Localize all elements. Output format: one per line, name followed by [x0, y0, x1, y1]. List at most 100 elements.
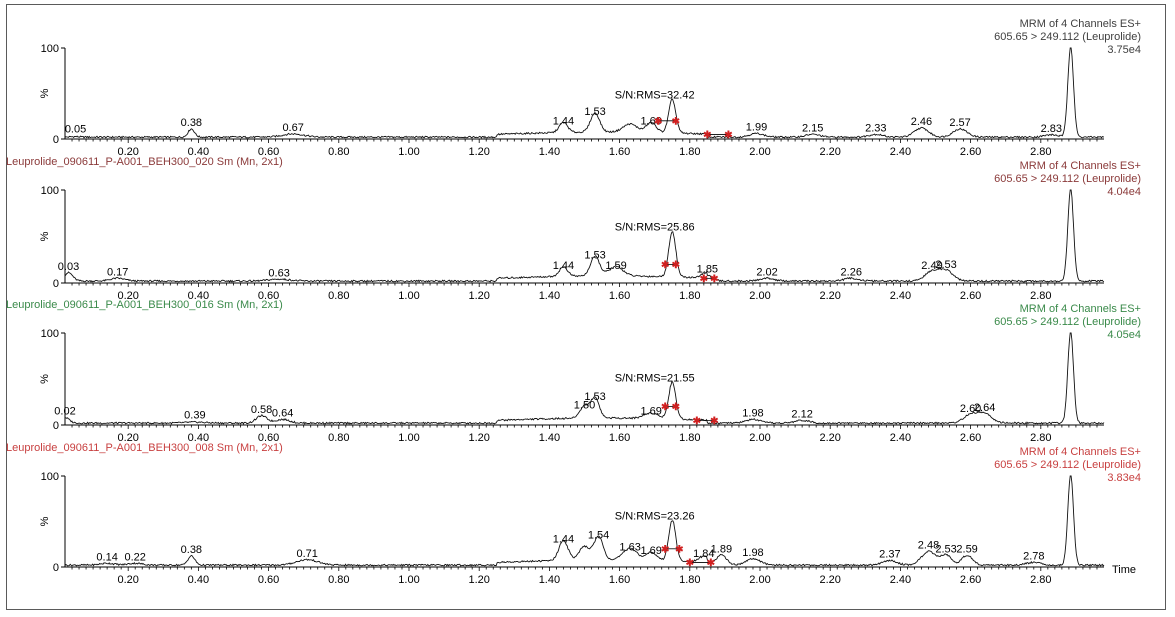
x-tick-label: 1.00 [398, 574, 419, 586]
x-tick-label: 1.60 [609, 432, 630, 444]
peak-label: 2.83 [1041, 123, 1062, 135]
y-tick-label: 100 [41, 43, 59, 55]
peak-label: 0.22 [124, 551, 145, 563]
peak-label: 0.02 [54, 406, 75, 418]
title-line-2: 605.65 > 249.112 (Leuprolide) [994, 31, 1141, 43]
x-tick-label: 2.20 [819, 290, 840, 302]
chromatogram-trace [64, 332, 1105, 425]
x-tick-label: 1.20 [468, 432, 489, 444]
x-tick-label: 2.00 [749, 290, 770, 302]
peak-label: 1.44 [553, 115, 574, 127]
noise-window-marker: ✱ [707, 558, 716, 569]
x-tick-label: 1.60 [609, 574, 630, 586]
x-tick-label: 0.20 [117, 574, 138, 586]
x-tick-label: 2.00 [749, 432, 770, 444]
peak-label: 0.63 [268, 267, 289, 279]
peak-label: 1.69 [640, 545, 661, 557]
title-line-3: 4.05e4 [1107, 329, 1141, 341]
y-axis-label: % [39, 516, 51, 526]
x-tick-label: 1.60 [609, 146, 630, 158]
x-tick-label: 2.80 [1030, 146, 1051, 158]
y-axis-label: % [39, 88, 51, 98]
x-tick-label: 0.40 [188, 432, 209, 444]
peak-label: 0.39 [184, 409, 205, 421]
peak-label: 1.54 [588, 530, 609, 542]
title-line-1: MRM of 4 Channels ES+ [1020, 446, 1141, 458]
title-line-3: 3.75e4 [1107, 44, 1141, 56]
y-axis-label: % [39, 231, 51, 241]
x-tick-label: 1.20 [468, 574, 489, 586]
x-tick-label: 1.40 [539, 290, 560, 302]
x-tick-label: 2.80 [1030, 574, 1051, 586]
peak-label: 0.14 [96, 551, 117, 563]
peak-window-marker: ✱ [672, 260, 681, 271]
noise-window-marker: ✱ [710, 416, 719, 427]
sn-rms-label: S/N:RMS=32.42 [615, 90, 695, 102]
peak-window-marker: ✱ [661, 402, 670, 413]
peak-label: 2.12 [791, 408, 812, 420]
y-tick-label: 100 [41, 471, 59, 483]
noise-window-marker: ✱ [703, 130, 712, 141]
peak-label: 0.58 [251, 404, 272, 416]
x-tick-label: 1.20 [468, 290, 489, 302]
peak-label: 2.60 [960, 403, 981, 415]
x-tick-label: 1.20 [468, 146, 489, 158]
peak-label: 1.50 [574, 399, 595, 411]
peak-label: 1.69 [640, 115, 661, 127]
peak-label: 2.53 [935, 259, 956, 271]
sn-rms-label: S/N:RMS=25.86 [615, 222, 695, 234]
x-tick-label: 0.60 [258, 574, 279, 586]
peak-label: 1.44 [553, 533, 574, 545]
x-tick-label: 1.80 [679, 432, 700, 444]
peak-label: 2.53 [935, 543, 956, 555]
peak-window-marker: ✱ [672, 116, 681, 127]
title-line-2: 605.65 > 249.112 (Leuprolide) [994, 173, 1141, 185]
chromatogram-trace [64, 47, 1104, 139]
peak-label: 0.67 [282, 122, 303, 134]
x-tick-label: 0.60 [258, 290, 279, 302]
peak-label: 0.71 [296, 548, 317, 560]
sample-name: Leuprolide_090611_P-A001_BEH300_008 Sm (… [6, 442, 283, 454]
y-tick-label: 100 [41, 185, 59, 197]
title-line-2: 605.65 > 249.112 (Leuprolide) [994, 316, 1141, 328]
title-line-3: 4.04e4 [1107, 186, 1141, 198]
peak-label: 2.02 [756, 266, 777, 278]
x-tick-label: 1.60 [609, 290, 630, 302]
x-tick-label: 0.20 [117, 146, 138, 158]
peak-label: 1.89 [711, 543, 732, 555]
peak-window-marker: ✱ [661, 260, 670, 271]
x-tick-label: 1.80 [679, 574, 700, 586]
x-tick-label: 0.40 [188, 290, 209, 302]
peak-label: 1.44 [553, 260, 574, 272]
x-tick-label: 1.00 [398, 432, 419, 444]
peak-label: 2.15 [802, 123, 823, 135]
x-tick-label: 1.00 [398, 290, 419, 302]
y-tick-label: 0 [53, 278, 59, 290]
noise-window-marker: ✱ [724, 130, 733, 141]
noise-window-marker: ✱ [700, 274, 709, 285]
noise-window-marker: ✱ [693, 416, 702, 427]
peak-window-marker: ✱ [661, 544, 670, 555]
chart-frame [6, 4, 1166, 610]
peak-label: 2.48 [918, 540, 939, 552]
x-tick-label: 1.40 [539, 146, 560, 158]
peak-label: 1.53 [584, 391, 605, 403]
x-tick-label: 2.60 [960, 146, 981, 158]
sn-rms-label: S/N:RMS=23.26 [615, 510, 695, 522]
peak-label: 1.99 [746, 122, 767, 134]
peak-label: 0.38 [181, 544, 202, 556]
peak-label: 2.57 [949, 117, 970, 129]
peak-label: 1.63 [619, 541, 640, 553]
peak-label: 1.53 [584, 250, 605, 262]
x-tick-label: 2.40 [890, 574, 911, 586]
peak-label: 1.84 [693, 548, 714, 560]
x-tick-label: 2.20 [819, 146, 840, 158]
peak-label: 1.98 [742, 408, 763, 420]
peak-label: 0.64 [272, 408, 293, 420]
x-tick-label: 1.80 [679, 290, 700, 302]
x-tick-label: 2.20 [819, 432, 840, 444]
title-line-1: MRM of 4 Channels ES+ [1020, 160, 1141, 172]
x-tick-label: 0.80 [328, 290, 349, 302]
x-tick-label: 1.00 [398, 146, 419, 158]
x-tick-label: 2.40 [890, 290, 911, 302]
